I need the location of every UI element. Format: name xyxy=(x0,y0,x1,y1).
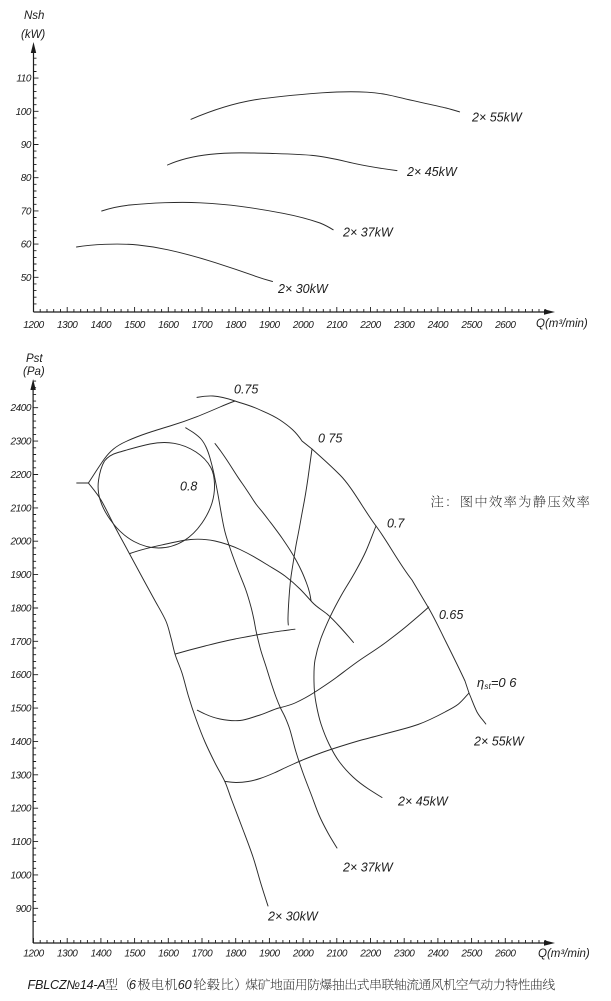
svg-text:50: 50 xyxy=(21,273,32,284)
svg-text:1800: 1800 xyxy=(225,949,246,960)
svg-text:900: 900 xyxy=(16,904,32,915)
svg-text:1400: 1400 xyxy=(11,737,32,748)
svg-text:1500: 1500 xyxy=(124,949,145,960)
svg-text:100: 100 xyxy=(16,107,32,118)
svg-text:70: 70 xyxy=(21,206,32,217)
svg-text:2500: 2500 xyxy=(460,949,482,960)
svg-text:(kW): (kW) xyxy=(21,29,45,41)
svg-text:2× 45kW: 2× 45kW xyxy=(406,165,458,179)
svg-text:0 75: 0 75 xyxy=(318,432,342,446)
svg-text:2× 37kW: 2× 37kW xyxy=(342,861,394,875)
svg-text:2× 45kW: 2× 45kW xyxy=(397,795,449,809)
svg-text:1400: 1400 xyxy=(91,949,112,960)
svg-text:1900: 1900 xyxy=(11,570,32,581)
svg-text:2400: 2400 xyxy=(427,320,449,331)
svg-text:2× 55kW: 2× 55kW xyxy=(473,735,525,749)
svg-text:2200: 2200 xyxy=(10,470,32,481)
svg-text:Q(m³/min): Q(m³/min) xyxy=(536,318,588,330)
svg-text:2300: 2300 xyxy=(393,320,415,331)
svg-text:Pst: Pst xyxy=(26,353,43,365)
svg-text:2200: 2200 xyxy=(359,320,381,331)
svg-text:60: 60 xyxy=(178,978,192,992)
svg-text:1600: 1600 xyxy=(158,320,179,331)
svg-text:2300: 2300 xyxy=(393,949,415,960)
svg-text:Nsh: Nsh xyxy=(24,10,44,22)
svg-text:2× 55kW: 2× 55kW xyxy=(471,111,523,125)
svg-text:2400: 2400 xyxy=(427,949,449,960)
svg-text:ηst=0 6: ηst=0 6 xyxy=(477,675,517,691)
svg-text:0.8: 0.8 xyxy=(180,480,197,494)
svg-text:1600: 1600 xyxy=(11,670,32,681)
svg-text:80: 80 xyxy=(21,173,32,184)
svg-text:60: 60 xyxy=(21,240,32,251)
svg-text:2000: 2000 xyxy=(292,949,314,960)
svg-text:6: 6 xyxy=(129,978,136,992)
svg-text:1000: 1000 xyxy=(11,870,32,881)
svg-text:1600: 1600 xyxy=(158,949,179,960)
svg-text:2100: 2100 xyxy=(326,320,348,331)
svg-text:1300: 1300 xyxy=(57,949,78,960)
svg-text:1200: 1200 xyxy=(23,949,44,960)
svg-text:Q(m³/min): Q(m³/min) xyxy=(538,948,590,960)
svg-text:(Pa): (Pa) xyxy=(23,366,45,378)
svg-text:2600: 2600 xyxy=(494,320,516,331)
svg-text:1800: 1800 xyxy=(11,604,32,615)
svg-text:1500: 1500 xyxy=(11,704,32,715)
svg-text:0.65: 0.65 xyxy=(439,608,463,622)
svg-text:2100: 2100 xyxy=(326,949,348,960)
svg-text:1700: 1700 xyxy=(192,320,213,331)
svg-text:1900: 1900 xyxy=(259,949,280,960)
svg-text:2400: 2400 xyxy=(10,403,32,414)
svg-text:2500: 2500 xyxy=(460,320,482,331)
svg-text:1900: 1900 xyxy=(259,320,280,331)
svg-text:2600: 2600 xyxy=(494,949,516,960)
svg-text:1300: 1300 xyxy=(11,770,32,781)
svg-text:FBLCZ№14-A: FBLCZ№14-A xyxy=(28,978,106,992)
svg-text:0.75: 0.75 xyxy=(234,383,258,397)
svg-text:1100: 1100 xyxy=(11,837,32,848)
svg-text:1700: 1700 xyxy=(192,949,213,960)
svg-text:2200: 2200 xyxy=(359,949,381,960)
svg-text:1200: 1200 xyxy=(11,804,32,815)
svg-text:2× 37kW: 2× 37kW xyxy=(342,226,394,240)
svg-text:2000: 2000 xyxy=(292,320,314,331)
svg-text:2000: 2000 xyxy=(10,537,32,548)
svg-text:2× 30kW: 2× 30kW xyxy=(267,910,319,924)
svg-text:0.7: 0.7 xyxy=(387,517,405,531)
svg-text:1700: 1700 xyxy=(11,637,32,648)
svg-text:90: 90 xyxy=(21,140,32,151)
svg-text:2300: 2300 xyxy=(10,437,32,448)
svg-text:1500: 1500 xyxy=(124,320,145,331)
svg-text:2100: 2100 xyxy=(10,503,32,514)
svg-text:1200: 1200 xyxy=(23,320,44,331)
svg-text:110: 110 xyxy=(16,74,31,85)
svg-text:1300: 1300 xyxy=(57,320,78,331)
svg-text:2× 30kW: 2× 30kW xyxy=(277,282,329,296)
svg-text:1800: 1800 xyxy=(225,320,246,331)
svg-text:1400: 1400 xyxy=(91,320,112,331)
